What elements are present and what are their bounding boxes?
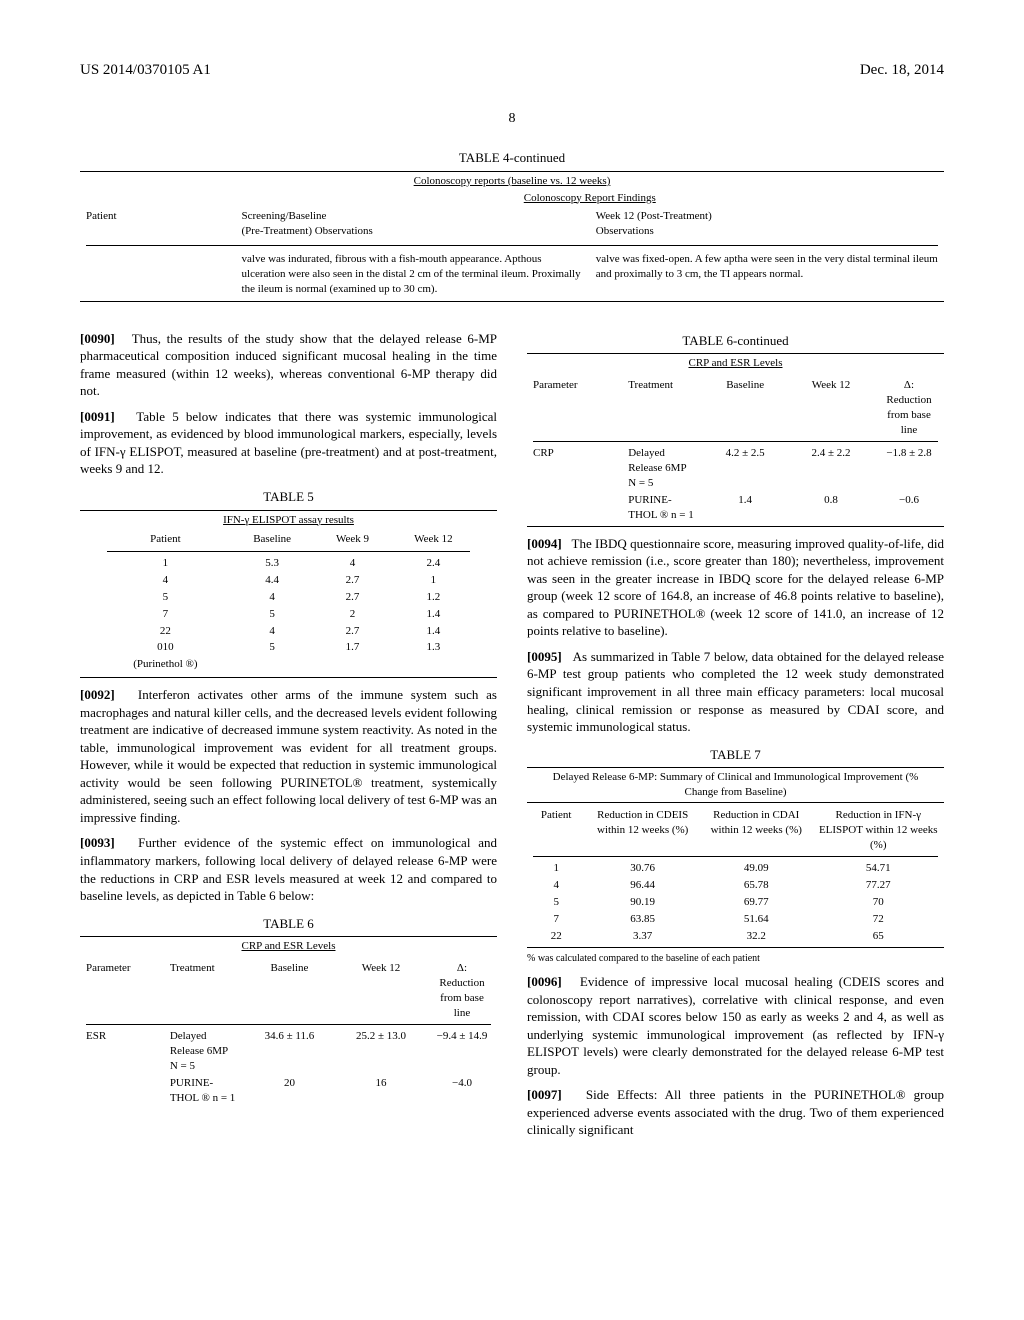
t4-week12-text: valve was fixed-open. A few aptha were s… bbox=[590, 250, 944, 299]
table-row: ESR Delayed Release 6MP N = 5 34.6 ± 11.… bbox=[80, 1028, 497, 1075]
t5-h2: Week 9 bbox=[314, 531, 390, 548]
table-row: 130.7649.0954.71 bbox=[527, 860, 944, 877]
t6l-h4: Δ: Reduction from base line bbox=[427, 960, 497, 1021]
table-row: 7521.4 bbox=[101, 606, 476, 623]
table-4-subtitle: Colonoscopy reports (baseline vs. 12 wee… bbox=[80, 174, 944, 189]
table-6-subtitle-left: CRP and ESR Levels bbox=[80, 939, 497, 954]
t4-col-week12: Week 12 (Post-Treatment)Observations bbox=[596, 210, 712, 237]
t5-h1: Baseline bbox=[230, 531, 314, 548]
doc-number: US 2014/0370105 A1 bbox=[80, 60, 211, 80]
table-6-subtitle-right: CRP and ESR Levels bbox=[527, 356, 944, 371]
para-0091: [0091] Table 5 below indicates that ther… bbox=[80, 408, 497, 478]
t6l-h0: Parameter bbox=[80, 960, 164, 1021]
para-0096: [0096] Evidence of impressive local muco… bbox=[527, 973, 944, 1078]
table-row: 44.42.71 bbox=[101, 572, 476, 589]
table-6-caption-right: TABLE 6-continued bbox=[527, 332, 944, 350]
t7-h1: Reduction in CDEIS within 12 weeks (%) bbox=[585, 807, 700, 854]
t5-footer: (Purinethol ®) bbox=[101, 656, 230, 673]
table-row: 15.342.4 bbox=[101, 555, 476, 572]
t5-h0: Patient bbox=[101, 531, 230, 548]
t4-col-baseline: Screening/Baseline(Pre-Treatment) Observ… bbox=[242, 210, 373, 237]
t6r-h1: Treatment bbox=[622, 377, 702, 438]
table-row: 223.3732.265 bbox=[527, 928, 944, 945]
table-row: 763.8551.6472 bbox=[527, 911, 944, 928]
table-5-caption: TABLE 5 bbox=[80, 488, 497, 506]
table-5-subtitle: IFN-γ ELISPOT assay results bbox=[80, 513, 497, 528]
table-row: PURINE-THOL ® n = 1 20 16 −4.0 bbox=[80, 1075, 497, 1107]
para-0094: [0094] The IBDQ questionnaire score, mea… bbox=[527, 535, 944, 640]
t4-col-patient: Patient bbox=[86, 210, 117, 222]
table-row: 590.1969.7770 bbox=[527, 894, 944, 911]
para-0095: [0095] As summarized in Table 7 below, d… bbox=[527, 648, 944, 736]
table-4: TABLE 4-continued Colonoscopy reports (b… bbox=[80, 149, 944, 301]
right-column: TABLE 6-continued CRP and ESR Levels Par… bbox=[527, 322, 944, 1147]
page-header: US 2014/0370105 A1 Dec. 18, 2014 bbox=[80, 60, 944, 80]
para-0092: [0092] Interferon activates other arms o… bbox=[80, 686, 497, 826]
t6r-h3: Week 12 bbox=[788, 377, 874, 438]
table-6-caption-left: TABLE 6 bbox=[80, 915, 497, 933]
table-row: 542.71.2 bbox=[101, 589, 476, 606]
table-4-group: Colonoscopy Report Findings bbox=[236, 189, 944, 208]
table-row: PURINE-THOL ® n = 1 1.4 0.8 −0.6 bbox=[527, 492, 944, 524]
table-row: 2242.71.4 bbox=[101, 623, 476, 640]
t7-h2: Reduction in CDAI within 12 weeks (%) bbox=[700, 807, 813, 854]
t6r-h4: Δ: Reduction from base line bbox=[874, 377, 944, 438]
para-0090: [0090] Thus, the results of the study sh… bbox=[80, 330, 497, 400]
table-7-footnote: % was calculated compared to the baselin… bbox=[527, 952, 944, 966]
doc-date: Dec. 18, 2014 bbox=[860, 60, 944, 80]
t7-h0: Patient bbox=[527, 807, 585, 854]
t5-h3: Week 12 bbox=[391, 531, 477, 548]
left-column: [0090] Thus, the results of the study sh… bbox=[80, 322, 497, 1147]
para-0093: [0093] Further evidence of the systemic … bbox=[80, 834, 497, 904]
para-0097: [0097] Side Effects: All three patients … bbox=[527, 1086, 944, 1139]
table-row: 01051.71.3 bbox=[101, 639, 476, 656]
table-7-subtitle: Delayed Release 6-MP: Summary of Clinica… bbox=[527, 770, 944, 800]
t6l-h1: Treatment bbox=[164, 960, 244, 1021]
t6r-h2: Baseline bbox=[702, 377, 788, 438]
page-number: 8 bbox=[80, 110, 944, 129]
table-row: CRP Delayed Release 6MP N = 5 4.2 ± 2.5 … bbox=[527, 445, 944, 492]
table-4-caption: TABLE 4-continued bbox=[80, 149, 944, 167]
t6l-h3: Week 12 bbox=[335, 960, 427, 1021]
t6l-h2: Baseline bbox=[244, 960, 335, 1021]
table-row: 496.4465.7877.27 bbox=[527, 877, 944, 894]
t7-h3: Reduction in IFN-γ ELISPOT within 12 wee… bbox=[813, 807, 944, 854]
table-7-caption: TABLE 7 bbox=[527, 746, 944, 764]
t6r-h0: Parameter bbox=[527, 377, 622, 438]
t4-baseline-text: valve was indurated, fibrous with a fish… bbox=[236, 250, 590, 299]
